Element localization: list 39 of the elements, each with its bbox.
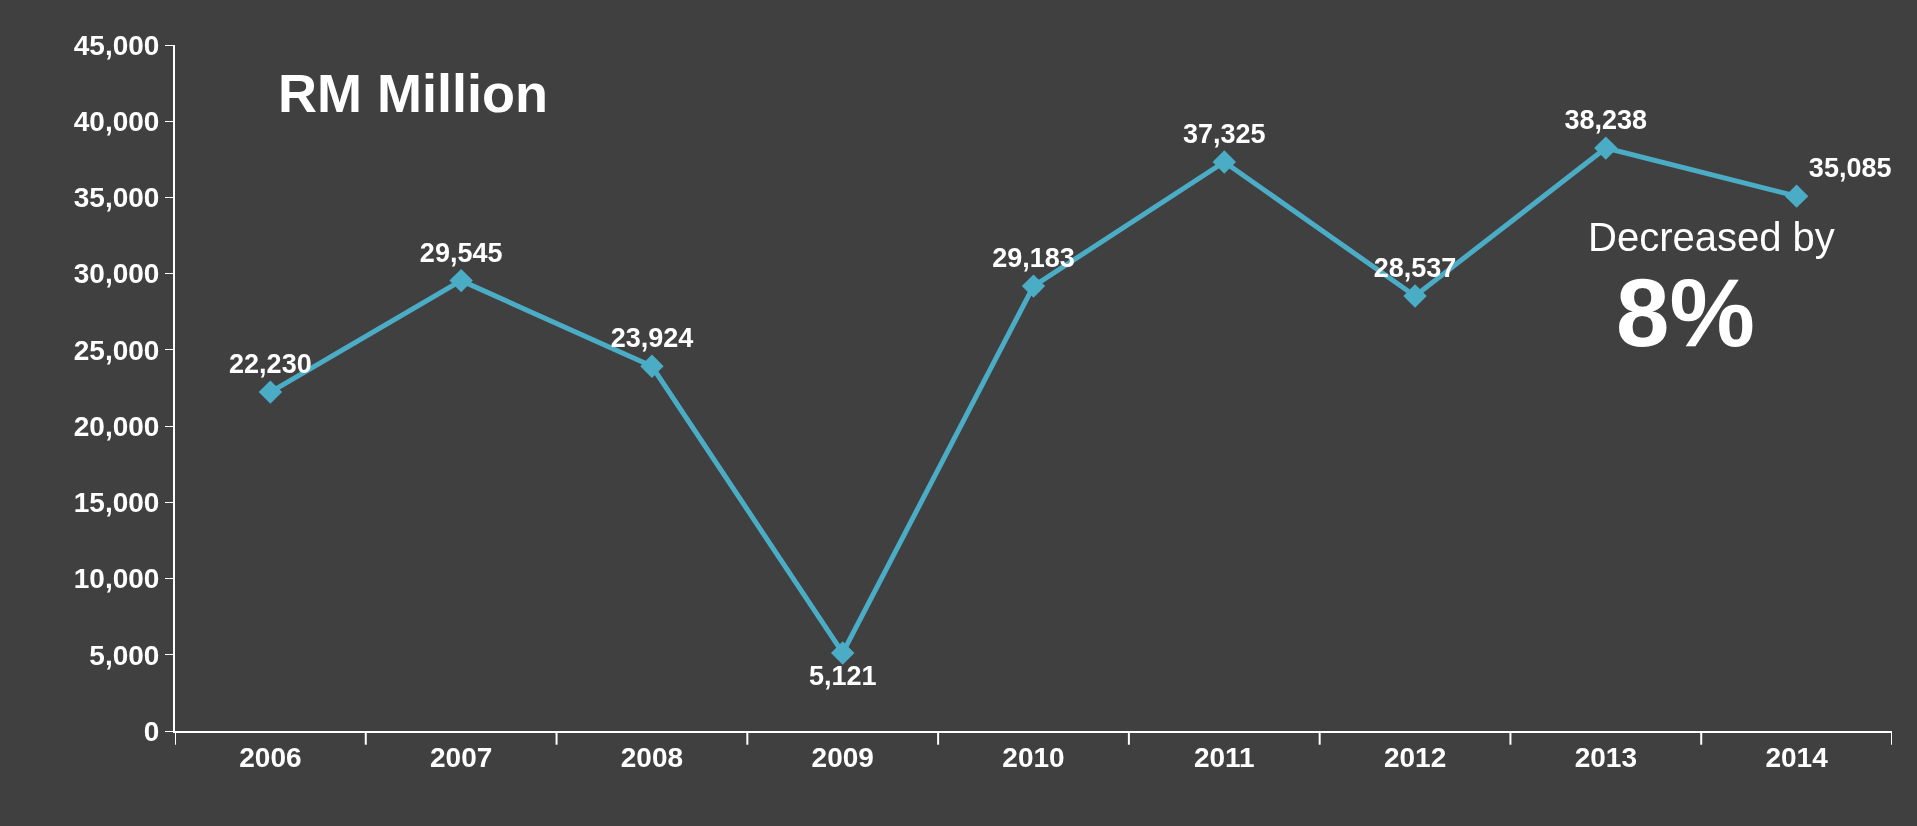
- point: [831, 641, 855, 665]
- point: [1784, 184, 1809, 208]
- x-tick-label: 2010: [1002, 741, 1065, 773]
- x-tick-label: 2009: [811, 741, 874, 773]
- chart-title: RM Million: [277, 63, 548, 124]
- point: [1021, 274, 1046, 298]
- point: [449, 268, 473, 293]
- data-label: 5,121: [808, 661, 877, 692]
- y-tick-label: 45,000: [73, 29, 160, 61]
- data-label: 38,238: [1564, 105, 1648, 136]
- y-tick-label: 40,000: [73, 106, 160, 138]
- point: [1212, 150, 1236, 174]
- annotation: 8%: [1616, 259, 1755, 366]
- data-label: 35,085: [1808, 153, 1892, 184]
- data-label: 22,230: [229, 349, 312, 380]
- x-tick-label: 2006: [239, 741, 302, 773]
- y-tick-label: 5,000: [89, 639, 160, 671]
- x-tick-label: 2008: [620, 741, 684, 773]
- annotation: Decreased by: [1588, 215, 1835, 259]
- data-label: 29,545: [419, 237, 503, 268]
- y-tick-label: 35,000: [73, 182, 160, 214]
- y-tick-label: 0: [143, 715, 160, 747]
- y-tick-label: 20,000: [73, 410, 160, 442]
- point: [1594, 136, 1618, 160]
- point: [1403, 284, 1427, 308]
- x-tick-label: 2007: [430, 741, 493, 773]
- x-tick-label: 2011: [1193, 741, 1255, 773]
- point: [258, 380, 283, 404]
- x-tick-label: 2013: [1574, 741, 1637, 773]
- y-tick-label: 15,000: [73, 487, 160, 519]
- y-tick-label: 25,000: [73, 334, 160, 366]
- y-tick-label: 10,000: [73, 563, 160, 595]
- y-tick-label: 30,000: [73, 258, 160, 290]
- x-tick-label: 2014: [1765, 741, 1829, 773]
- point: [640, 354, 664, 378]
- data-label: 29,183: [992, 243, 1075, 274]
- x-tick-label: 2012: [1383, 741, 1447, 773]
- data-label: 37,325: [1182, 119, 1266, 149]
- data-label: 23,924: [610, 323, 694, 354]
